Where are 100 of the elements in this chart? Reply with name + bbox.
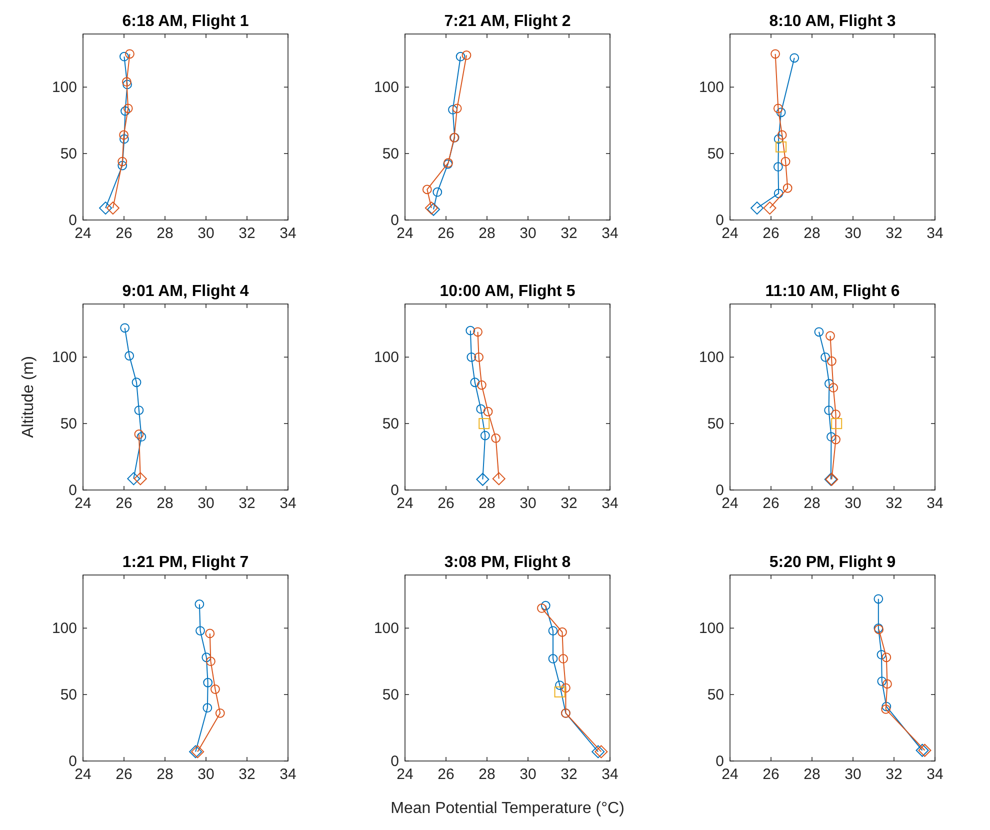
point	[592, 745, 605, 758]
x-tick-label: 26	[116, 495, 132, 512]
x-tick-label: 32	[886, 766, 902, 783]
y-tick-label: 0	[68, 482, 77, 499]
y-tick-label: 0	[716, 753, 724, 770]
point	[120, 134, 129, 144]
point	[828, 383, 838, 392]
chart-title: 8:10 AM, Flight 3	[769, 13, 896, 30]
point	[824, 379, 834, 388]
point	[876, 650, 886, 660]
y-tick-label: 0	[68, 753, 77, 770]
point	[118, 156, 128, 166]
point	[882, 652, 892, 662]
point	[770, 49, 780, 59]
y-tick-label: 0	[390, 212, 399, 229]
point	[473, 327, 482, 337]
y-tick-label: 0	[390, 753, 399, 770]
x-tick-label: 28	[156, 225, 174, 242]
point	[820, 352, 830, 362]
point	[432, 187, 442, 197]
y-tick-label: 0	[68, 212, 77, 229]
x-tick-label: 26	[116, 766, 132, 783]
point	[776, 141, 787, 152]
x-tick-label: 32	[238, 766, 256, 783]
y-tick-label: 0	[716, 212, 724, 229]
point	[555, 680, 564, 690]
point	[882, 702, 892, 712]
point	[561, 683, 570, 693]
point	[483, 406, 493, 416]
point	[548, 626, 558, 636]
x-tick-label: 30	[844, 495, 862, 512]
x-tick-label: 24	[74, 225, 92, 242]
point	[831, 434, 840, 444]
point	[205, 628, 215, 638]
x-tick-label: 26	[762, 766, 780, 783]
point	[773, 162, 783, 172]
x-tick-label: 32	[886, 495, 902, 512]
point	[466, 326, 476, 336]
point	[119, 130, 128, 140]
y-tick-label: 100	[698, 349, 724, 366]
point	[824, 406, 834, 415]
y-tick-label: 100	[374, 79, 399, 96]
point	[122, 77, 132, 87]
point	[548, 654, 558, 664]
chart-title: 11:10 AM, Flight 6	[765, 283, 900, 300]
chart-title: 5:20 PM, Flight 9	[769, 554, 896, 571]
point	[106, 202, 120, 215]
point	[763, 202, 776, 215]
point	[918, 744, 932, 757]
x-tick-label: 34	[926, 225, 944, 242]
x-tick-label: 28	[156, 766, 174, 783]
y-tick-label: 50	[382, 686, 399, 704]
x-tick-label: 32	[238, 225, 256, 242]
x-tick-label: 30	[844, 225, 862, 242]
point	[124, 351, 134, 361]
x-tick-label: 26	[438, 225, 454, 242]
x-tick-label: 24	[396, 495, 414, 512]
point	[476, 404, 486, 414]
point	[202, 703, 212, 713]
x-tick-label: 26	[438, 495, 454, 512]
point	[422, 184, 432, 194]
y-tick-label: 100	[52, 620, 77, 638]
point	[206, 656, 216, 666]
x-tick-label: 24	[722, 225, 738, 242]
x-tick-label: 30	[520, 495, 536, 512]
point	[480, 430, 490, 440]
point	[134, 406, 144, 415]
x-tick-label: 24	[396, 766, 414, 783]
point	[774, 188, 784, 198]
point	[826, 331, 835, 341]
chart-title: 1:21 PM, Flight 7	[122, 554, 249, 571]
x-tick-label: 26	[762, 495, 780, 512]
point	[554, 686, 566, 698]
point	[118, 160, 128, 170]
point	[881, 704, 890, 714]
point	[594, 745, 608, 758]
point	[790, 53, 800, 63]
y-tick-label: 50	[60, 416, 77, 433]
x-tick-label: 32	[560, 766, 578, 783]
x-tick-label: 34	[602, 225, 618, 242]
point	[780, 156, 790, 166]
x-tick-label: 24	[74, 766, 92, 783]
point	[194, 600, 204, 609]
point	[776, 108, 786, 118]
x-tick-label: 24	[74, 495, 92, 512]
point	[540, 600, 550, 610]
point	[916, 744, 929, 757]
point	[491, 433, 501, 443]
x-tick-label: 30	[198, 766, 214, 783]
point	[773, 104, 783, 114]
y-tick-label: 100	[698, 620, 724, 638]
point	[470, 378, 480, 388]
point	[120, 106, 130, 116]
point	[558, 627, 567, 637]
point	[462, 50, 472, 60]
y-tick-label: 50	[707, 416, 724, 433]
point	[452, 104, 462, 114]
point	[132, 378, 142, 388]
y-axis-title: Altitude (m)	[20, 356, 37, 438]
point	[750, 202, 764, 215]
